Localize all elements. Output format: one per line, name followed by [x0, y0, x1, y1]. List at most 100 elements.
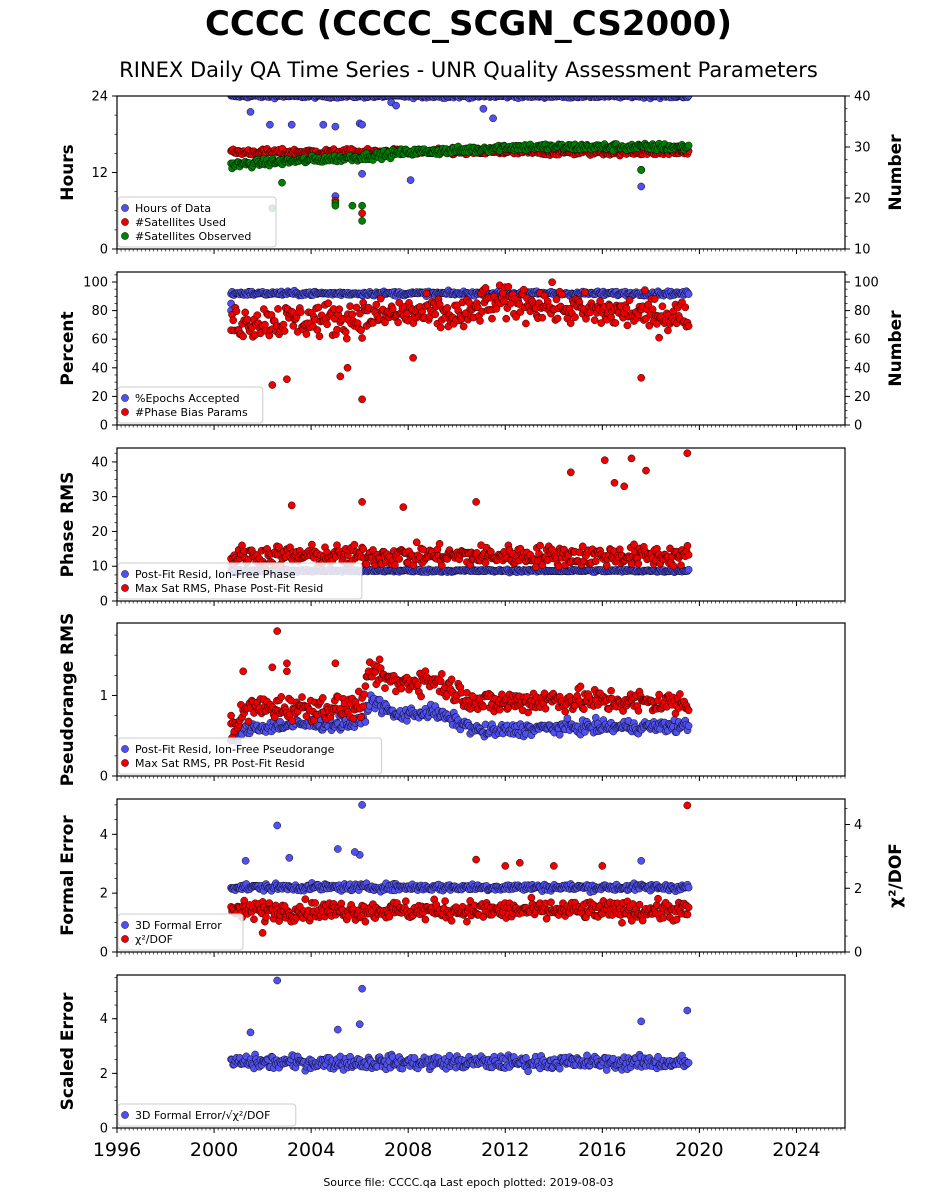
x-ticks [116, 776, 846, 781]
data-point [227, 711, 235, 720]
legend-marker [121, 408, 129, 416]
y-tick-label: 40 [91, 455, 108, 470]
data-point [512, 313, 520, 321]
y-tick-label-right: 20 [854, 390, 871, 405]
series-1 [227, 801, 693, 896]
data-point [654, 894, 662, 903]
data-point [348, 310, 357, 319]
data-point [637, 856, 646, 865]
y-tick-label-right: 40 [854, 90, 871, 105]
data-point [308, 540, 316, 549]
data-point [331, 659, 340, 668]
series-3 [227, 139, 693, 225]
data-point [358, 201, 366, 210]
y-axis-label: Phase RMS [58, 472, 78, 578]
data-point [549, 862, 558, 870]
y-tick-label-right: 100 [854, 276, 879, 291]
data-point [554, 562, 563, 571]
data-point [283, 375, 291, 384]
legend-marker [121, 759, 129, 767]
data-point [447, 675, 456, 684]
data-point [289, 322, 298, 330]
y-ticks-left: 024 [100, 804, 117, 961]
y-ticks-right: 024 [845, 808, 862, 961]
legend-label: #Satellites Observed [135, 230, 251, 243]
legend-label: χ²/DOF [135, 933, 173, 946]
y-tick-label: 0 [100, 946, 108, 961]
data-point [395, 298, 404, 307]
legend-label: Hours of Data [135, 202, 211, 215]
data-point [495, 705, 504, 714]
data-point [684, 96, 693, 100]
data-point [476, 317, 484, 325]
y-tick-label: 0 [100, 770, 108, 785]
data-point [610, 478, 619, 487]
data-point [684, 290, 693, 298]
y-tick-label: 30 [91, 490, 108, 505]
data-point [352, 303, 361, 312]
data-point [642, 466, 650, 475]
data-point [441, 897, 449, 905]
y-tick-label-right: 60 [854, 333, 871, 348]
y-tick-label: 20 [91, 390, 108, 405]
data-point [561, 707, 570, 716]
legend: %Epochs Accepted#Phase Bias Params [117, 386, 264, 424]
data-point [244, 717, 253, 726]
legend-label: Max Sat RMS, PR Post-Fit Resid [135, 757, 305, 770]
legend-marker [121, 232, 129, 240]
data-point [273, 627, 282, 635]
data-point [650, 295, 659, 303]
page-title: CCCC (CCCC_SCGN_CS2000) [204, 4, 733, 44]
data-point [684, 706, 693, 715]
data-point [435, 539, 444, 548]
y-tick-label: 0 [100, 243, 108, 258]
data-point [607, 686, 615, 695]
data-point [342, 334, 351, 343]
series-1 [227, 976, 693, 1076]
legend-label: #Satellites Used [135, 216, 226, 229]
data-point [578, 542, 587, 551]
data-point [358, 395, 366, 404]
data-point [597, 319, 606, 327]
data-point [301, 895, 310, 904]
data-point [369, 546, 377, 554]
data-point [637, 373, 646, 382]
data-point [360, 690, 369, 699]
data-point [538, 561, 547, 570]
data-point [391, 561, 399, 569]
data-point [681, 303, 690, 312]
data-point [311, 899, 319, 907]
data-point [394, 318, 402, 327]
data-point [648, 305, 657, 314]
data-point [684, 883, 693, 892]
data-point [637, 166, 646, 174]
data-point [659, 913, 668, 922]
y-tick-label: 12 [91, 166, 108, 181]
plot-area [227, 278, 693, 404]
data-point [348, 201, 357, 210]
data-point [372, 300, 381, 309]
data-point [246, 108, 255, 116]
data-point [350, 848, 359, 856]
data-point [676, 690, 684, 698]
data-point [658, 302, 667, 311]
data-point [361, 718, 370, 726]
data-point [268, 381, 277, 389]
data-point [630, 540, 638, 549]
y-tick-label-right: 2 [854, 882, 862, 897]
data-point [623, 321, 632, 330]
data-point [392, 101, 400, 110]
data-point [357, 713, 365, 722]
y-tick-label: 100 [83, 276, 108, 291]
legend: Hours of Data#Satellites Used#Satellites… [117, 196, 277, 248]
y-tick-label-right: 10 [854, 243, 871, 258]
data-point [481, 284, 490, 292]
data-point [323, 320, 331, 329]
panel-2: 020406080100020406080100NumberPercent%Ep… [58, 271, 906, 434]
legend-marker [121, 394, 129, 402]
x-ticks [116, 425, 846, 430]
